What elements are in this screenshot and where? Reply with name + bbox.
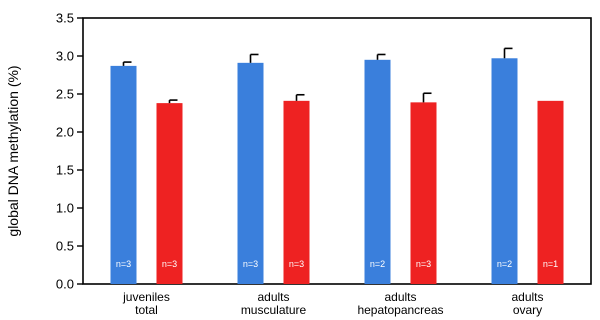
y-tick-label: 0.0 [56,277,74,292]
x-category-label: adults [257,290,289,304]
y-tick-label: 2.5 [56,87,74,102]
sample-size-label: n=3 [162,259,177,269]
x-category-label: adults [384,290,416,304]
bar [283,100,310,284]
bar [237,62,264,285]
y-tick-label: 0.5 [56,239,74,254]
sample-size-label: n=3 [289,259,304,269]
y-tick-label: 3.0 [56,49,74,64]
bar [364,59,391,284]
bars: n=3 n=3 n=3 n=3 n=2 n=3 n=2 n=1 [110,47,564,285]
y-tick-label: 3.5 [56,11,74,26]
y-tick-label: 2.0 [56,125,74,140]
bar [156,103,183,285]
bar [410,102,437,284]
sample-size-label: n=3 [116,259,131,269]
bar [537,100,564,284]
x-category-label: hepatopancreas [357,303,443,317]
sample-size-label: n=2 [497,259,512,269]
x-category-label: musculature [241,303,307,317]
y-tick-label: 1.5 [56,163,74,178]
x-category-label: total [135,303,158,317]
sample-size-label: n=3 [243,259,258,269]
x-category-label: ovary [513,303,542,317]
bar [110,65,137,284]
axes [82,17,592,285]
y-tick-label: 1.0 [56,201,74,216]
plot-frame [82,17,592,285]
y-axis-label: global DNA methylation (%) [5,65,21,236]
y-ticks: 0.0 0.5 1.0 1.5 2.0 2.5 3.0 3.5 [56,11,83,292]
x-category-label: juveniles [122,290,170,304]
bar [491,58,518,284]
sample-size-label: n=2 [370,259,385,269]
sample-size-label: n=1 [543,259,558,269]
sample-size-label: n=3 [416,259,431,269]
x-tick-labels: juvenilestotaladultsmusculatureadultshep… [122,290,543,317]
x-category-label: adults [511,290,543,304]
